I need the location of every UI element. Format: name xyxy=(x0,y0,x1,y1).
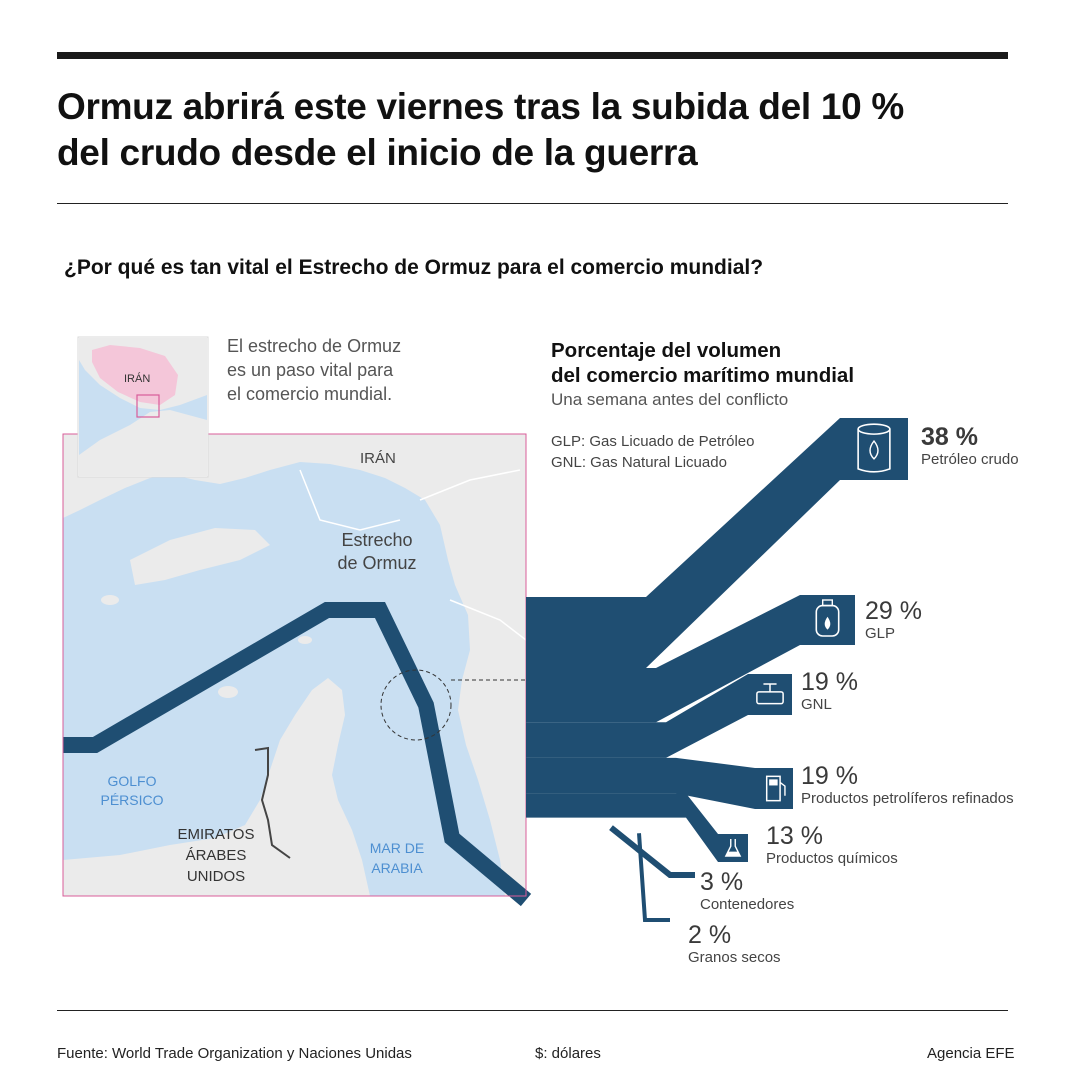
shipping-route xyxy=(63,602,532,907)
intro-text: El estrecho de Ormuz es un paso vital pa… xyxy=(227,334,447,406)
sea-label-line2: ARABIA xyxy=(371,860,423,876)
uae-label-line1: EMIRATOS xyxy=(177,826,255,843)
value-label: 2 % xyxy=(688,921,732,949)
flow-gnl xyxy=(526,674,792,758)
uae-label-line2: ÁRABES xyxy=(185,847,247,864)
abbreviations: GLP: Gas Licuado de Petróleo GNL: Gas Na… xyxy=(551,431,754,473)
oil-barrel-icon xyxy=(857,423,891,473)
item-gnl: 19 % GNL xyxy=(801,669,858,714)
flow-contenedores xyxy=(609,825,695,878)
roads xyxy=(299,469,527,641)
item-productos-quimicos: 13 % Productos químicos xyxy=(766,823,898,868)
intro-line-2: es un paso vital para xyxy=(227,360,394,380)
gulf-label-line2: PÉRSICO xyxy=(100,792,164,808)
inset-map xyxy=(77,336,209,478)
inset-highlight-box xyxy=(136,394,160,418)
iran-land xyxy=(63,434,526,896)
value-label: 29 % xyxy=(865,597,922,625)
page-title: Ormuz abrirá este viernes tras la subida… xyxy=(57,84,1008,176)
item-productos-petroliferos-refinados: 19 % Productos petrolíferos refinados xyxy=(801,763,1014,808)
inset-iran xyxy=(92,345,178,405)
uae-label-line3: UNIDOS xyxy=(186,868,246,885)
category-label: Productos químicos xyxy=(766,850,898,867)
inset-land-south xyxy=(79,410,207,476)
category-label: Granos secos xyxy=(688,949,781,966)
abbr-gnl: GNL: Gas Natural Licuado xyxy=(551,454,727,471)
strait-label-line1: Estrecho xyxy=(341,530,413,550)
strait-map xyxy=(62,433,532,907)
category-label: Contenedores xyxy=(700,896,795,913)
section-subtitle: ¿Por qué es tan vital el Estrecho de Orm… xyxy=(64,256,764,279)
title-line-1: Ormuz abrirá este viernes tras la subida… xyxy=(57,86,904,127)
chart-title-line-2: del comercio marítimo mundial xyxy=(551,364,855,387)
abbr-glp: GLP: Gas Licuado de Petróleo xyxy=(551,433,755,450)
item-glp: 29 % GLP xyxy=(865,598,922,643)
chart-title: Porcentaje del volumen del comercio marí… xyxy=(551,338,854,388)
uae-land xyxy=(63,678,370,896)
category-label: GLP xyxy=(865,625,896,642)
map-label-sea: MAR DE ARABIA xyxy=(360,838,434,878)
border-line xyxy=(254,746,291,859)
flow-granos-secos xyxy=(637,833,670,922)
flask-icon xyxy=(724,839,742,857)
map-label-iran: IRÁN xyxy=(360,450,396,467)
title-line-2: del crudo desde el inicio de la guerra xyxy=(57,132,698,173)
flow-productos-quimicos xyxy=(526,793,748,862)
value-label: 19 % xyxy=(801,762,858,790)
title-divider xyxy=(57,203,1008,204)
category-label: GNL xyxy=(801,696,832,713)
map-label-uae: EMIRATOS ÁRABES UNIDOS xyxy=(170,824,262,887)
value-label: 38 % xyxy=(921,423,978,451)
intro-line-3: el comercio mundial. xyxy=(227,384,393,404)
focus-circle xyxy=(380,669,452,741)
chart-subtitle: Una semana antes del conflicto xyxy=(551,390,789,409)
flow-glp xyxy=(526,595,855,723)
value-label: 3 % xyxy=(700,868,744,896)
map-label-gulf: GOLFO PÉRSICO xyxy=(92,772,172,810)
sea-label-line1: MAR DE xyxy=(369,840,425,856)
value-label: 19 % xyxy=(801,668,858,696)
top-rule xyxy=(57,52,1008,59)
category-label: Petróleo crudo xyxy=(921,451,1019,468)
flow-productos-petroliferos-refinados xyxy=(526,757,793,809)
value-label: 13 % xyxy=(766,822,823,850)
sankey-flows xyxy=(526,418,908,922)
item-petroleo-crudo: 38 % Petróleo crudo xyxy=(921,424,1019,469)
footer-currency: $: dólares xyxy=(535,1045,601,1062)
category-label: Productos petrolíferos refinados xyxy=(801,790,1014,807)
qeshm-island xyxy=(130,528,270,585)
island xyxy=(298,636,312,644)
strait-label-line2: de Ormuz xyxy=(337,553,417,573)
gas-cylinder-icon xyxy=(815,599,840,637)
map-label-strait: Estrecho de Ormuz xyxy=(330,529,424,575)
item-granos-secos: 2 % Granos secos xyxy=(688,922,781,967)
footer-source: Fuente: World Trade Organization y Nacio… xyxy=(57,1045,412,1062)
chart-title-line-1: Porcentaje del volumen xyxy=(551,339,782,362)
flow-petroleo-crudo xyxy=(526,418,908,669)
intro-line-1: El estrecho de Ormuz xyxy=(227,336,402,356)
island xyxy=(101,595,119,605)
fuel-pump-icon xyxy=(765,775,786,802)
footer-divider xyxy=(57,1010,1008,1011)
footer-agency: Agencia EFE xyxy=(927,1045,1015,1062)
item-contenedores: 3 % Contenedores xyxy=(700,869,794,914)
island xyxy=(218,686,238,698)
inset-iran-label: IRÁN xyxy=(124,373,151,385)
gulf-label-line1: GOLFO xyxy=(107,773,157,789)
gas-valve-icon xyxy=(756,683,784,705)
